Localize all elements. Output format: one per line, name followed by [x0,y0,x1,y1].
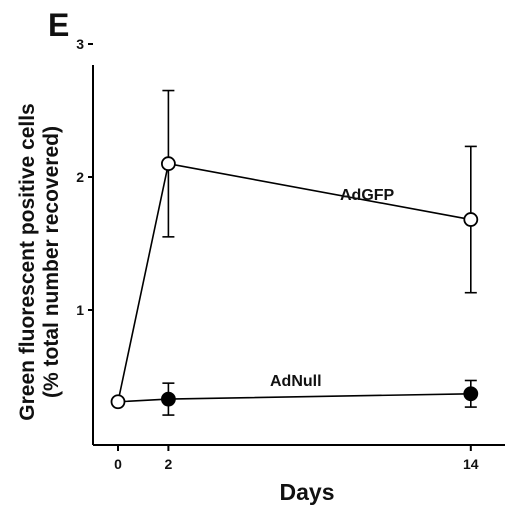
y-tick-label: 1 [76,302,84,318]
y-axis-subtitle: (% total number recovered) [40,126,63,398]
panel-label: E [48,7,69,43]
y-tick-label: 2 [76,169,84,185]
y-tick-label: 3 [76,36,84,52]
adgfp-data-point [160,156,176,172]
adgfp-data-point [463,212,479,227]
y-axis-title: Green fluorescent positive cells [16,103,39,420]
adgfp-series-label: AdGFP [340,187,395,204]
adnull-data-point [160,391,176,407]
x-tick-label: 2 [165,456,173,472]
x-tick-label: 14 [463,456,479,472]
adnull-series-label: AdNull [270,373,322,390]
plot-area: 1 2 3 0 2 14 AdNull AdGFP [76,36,505,472]
x-tick-label: 0 [114,456,122,472]
adgfp-series-line [117,162,471,402]
adgfp-data-point [110,394,126,410]
x-axis-title: Days [280,479,335,505]
adnull-data-point [463,386,479,402]
